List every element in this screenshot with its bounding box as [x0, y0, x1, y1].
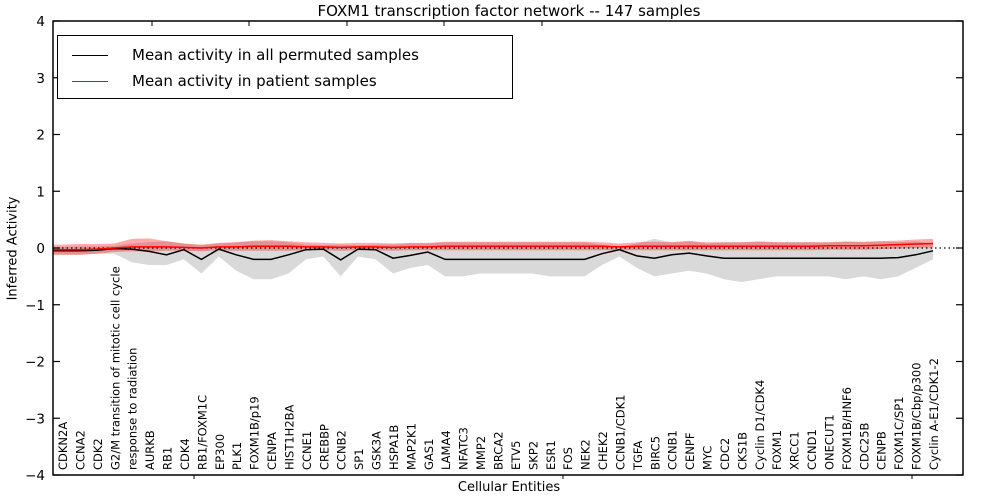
x-category-label: ESR1 [544, 440, 558, 470]
x-category-label: CCNE1 [300, 431, 314, 470]
x-category-label: MMP2 [474, 436, 488, 470]
x-axis-label: Cellular Entities [457, 480, 561, 495]
x-category-label: HSPA1B [387, 425, 401, 470]
series-line-permuted [53, 247, 934, 261]
x-category-label: AURKB [143, 430, 157, 470]
x-category-label: SKP2 [526, 441, 540, 470]
x-category-label: FOS [561, 447, 575, 470]
legend-line-red [72, 80, 108, 82]
legend-label: Mean activity in patient samples [132, 72, 377, 90]
band-permuted [53, 238, 933, 282]
x-category-label: GSK3A [370, 431, 384, 470]
x-category-label: FOXM1B/Cbp/p300 [910, 362, 924, 470]
x-category-label: SP1 [352, 448, 366, 470]
x-category-label: BIRC5 [648, 436, 662, 470]
x-category-label: Cyclin D1/CDK4 [753, 380, 767, 470]
y-tick-label: 3 [36, 71, 45, 87]
x-category-label: NFATC3 [457, 427, 471, 470]
x-category-label: CCNA2 [73, 430, 87, 470]
x-category-label: LAMA4 [439, 430, 453, 470]
y-tick-label: −3 [25, 411, 45, 427]
x-category-label: CDKN2A [56, 422, 70, 470]
x-category-label: RB1 [161, 447, 175, 470]
legend-label: Mean activity in all permuted samples [132, 46, 419, 64]
legend-entry-patient: Mean activity in patient samples [58, 68, 512, 94]
x-category-label: CENPB [875, 431, 889, 470]
x-category-label: MYC [701, 446, 715, 470]
series-line-patient [53, 242, 934, 251]
x-category-label: BRCA2 [492, 431, 506, 470]
x-category-label: GAS1 [422, 439, 436, 470]
x-category-label: TGFA [631, 441, 645, 471]
x-category-label: FOXM1B/HNF6 [840, 387, 854, 470]
chart-title: FOXM1 transcription factor network -- 14… [317, 2, 701, 20]
x-category-label: CENPA [265, 432, 279, 470]
x-category-label: G2/M transition of mitotic cell cycle [108, 266, 122, 470]
y-tick-label: 4 [36, 14, 45, 30]
x-category-label: FOXM1 [770, 430, 784, 470]
legend: Mean activity in all permuted samples Me… [57, 35, 513, 99]
x-category-label: CDK2 [91, 438, 105, 470]
x-category-label: CREBBP [317, 424, 331, 470]
y-axis-label: Inferred Activity [5, 196, 21, 301]
x-category-label: CDC2 [718, 438, 732, 470]
y-tick-label: 2 [36, 128, 45, 144]
x-category-label: PLK1 [230, 442, 244, 470]
x-category-label: FOXM1C/SP1 [892, 396, 906, 470]
x-category-label: CCNB1 [666, 430, 680, 470]
x-category-label: CDK4 [178, 438, 192, 470]
y-tick-label: 1 [36, 184, 45, 200]
y-tick-label: −2 [25, 355, 45, 371]
x-category-label: Cyclin A-E1/CDK1-2 [927, 358, 941, 470]
x-category-label: CENPF [683, 433, 697, 470]
x-category-label: CCND1 [805, 429, 819, 470]
x-category-label: ONECUT1 [822, 414, 836, 470]
y-tick-label: −1 [25, 298, 45, 314]
x-category-label: CDC25B [857, 422, 871, 470]
x-category-label: FOXM1B/p19 [248, 396, 262, 470]
x-category-label: CKS1B [735, 432, 749, 470]
x-category-label: HIST1H2BA [282, 404, 296, 470]
x-category-label: NEK2 [579, 439, 593, 470]
x-category-label: CHEK2 [596, 431, 610, 470]
x-category-label: ETV5 [509, 441, 523, 470]
legend-line-black [72, 54, 108, 56]
x-category-label: CCNB1/CDK1 [613, 395, 627, 471]
x-category-label: MAP2K1 [404, 423, 418, 470]
x-category-label: EP300 [213, 434, 227, 470]
y-tick-label: 0 [36, 241, 45, 257]
x-category-label: CCNB2 [335, 430, 349, 470]
legend-entry-permuted: Mean activity in all permuted samples [58, 42, 512, 68]
x-category-label: response to radiation [126, 348, 140, 470]
x-category-label: RB1/FOXM1C [195, 395, 209, 470]
y-tick-label: −4 [25, 468, 45, 484]
x-category-label: XRCC1 [788, 431, 802, 470]
